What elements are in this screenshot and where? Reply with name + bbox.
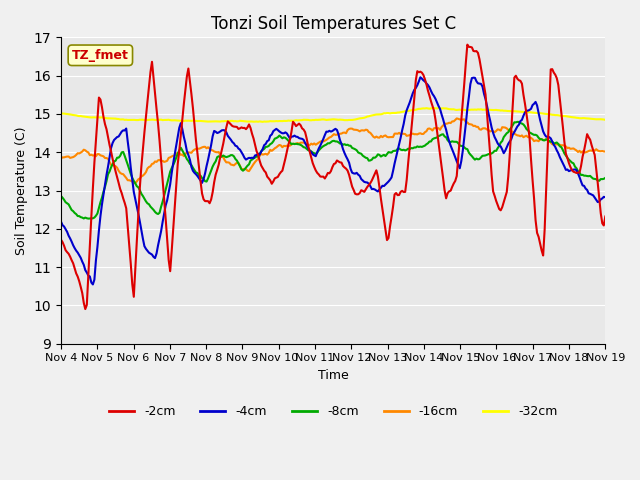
-8cm bbox=[84, 216, 92, 221]
-4cm bbox=[57, 219, 65, 225]
-16cm bbox=[57, 156, 65, 161]
-2cm bbox=[57, 237, 65, 243]
-16cm bbox=[602, 149, 609, 155]
-4cm bbox=[89, 282, 97, 288]
Y-axis label: Soil Temperature (C): Soil Temperature (C) bbox=[15, 126, 28, 255]
-4cm bbox=[297, 136, 305, 142]
-8cm bbox=[125, 167, 133, 172]
-16cm bbox=[130, 180, 138, 186]
-8cm bbox=[602, 175, 609, 181]
-32cm bbox=[430, 105, 438, 111]
-16cm bbox=[239, 166, 247, 172]
-8cm bbox=[221, 154, 228, 159]
Line: -2cm: -2cm bbox=[61, 45, 605, 309]
Legend: -2cm, -4cm, -8cm, -16cm, -32cm: -2cm, -4cm, -8cm, -16cm, -32cm bbox=[104, 400, 563, 423]
-32cm bbox=[57, 110, 65, 116]
-16cm bbox=[453, 116, 461, 121]
-16cm bbox=[221, 157, 228, 163]
Text: TZ_fmet: TZ_fmet bbox=[72, 49, 129, 62]
-8cm bbox=[297, 142, 305, 148]
-4cm bbox=[221, 128, 228, 133]
Line: -32cm: -32cm bbox=[61, 108, 605, 122]
-2cm bbox=[248, 131, 256, 137]
-4cm bbox=[574, 170, 582, 176]
-32cm bbox=[220, 119, 227, 124]
-16cm bbox=[574, 149, 582, 155]
-2cm bbox=[574, 169, 582, 175]
-4cm bbox=[125, 150, 133, 156]
-32cm bbox=[297, 117, 305, 123]
-2cm bbox=[125, 241, 133, 247]
-4cm bbox=[239, 152, 247, 157]
-32cm bbox=[259, 119, 266, 125]
-4cm bbox=[602, 194, 609, 200]
Title: Tonzi Soil Temperatures Set C: Tonzi Soil Temperatures Set C bbox=[211, 15, 456, 33]
-8cm bbox=[248, 156, 256, 162]
-16cm bbox=[248, 163, 256, 169]
-2cm bbox=[81, 306, 89, 312]
X-axis label: Time: Time bbox=[318, 369, 349, 382]
-32cm bbox=[124, 117, 132, 123]
-32cm bbox=[602, 117, 609, 123]
Line: -16cm: -16cm bbox=[61, 119, 605, 183]
-4cm bbox=[417, 74, 424, 80]
-8cm bbox=[513, 119, 521, 125]
-8cm bbox=[574, 168, 582, 174]
-8cm bbox=[239, 168, 247, 174]
-8cm bbox=[57, 193, 65, 199]
-2cm bbox=[239, 125, 247, 131]
Line: -8cm: -8cm bbox=[61, 122, 605, 218]
-4cm bbox=[248, 155, 256, 161]
-2cm bbox=[221, 132, 228, 138]
-32cm bbox=[574, 115, 582, 121]
-2cm bbox=[602, 214, 609, 219]
-16cm bbox=[124, 177, 132, 183]
-2cm bbox=[463, 42, 471, 48]
-32cm bbox=[246, 119, 254, 124]
-2cm bbox=[297, 122, 305, 128]
-32cm bbox=[237, 118, 245, 124]
Line: -4cm: -4cm bbox=[61, 77, 605, 285]
-16cm bbox=[297, 140, 305, 145]
